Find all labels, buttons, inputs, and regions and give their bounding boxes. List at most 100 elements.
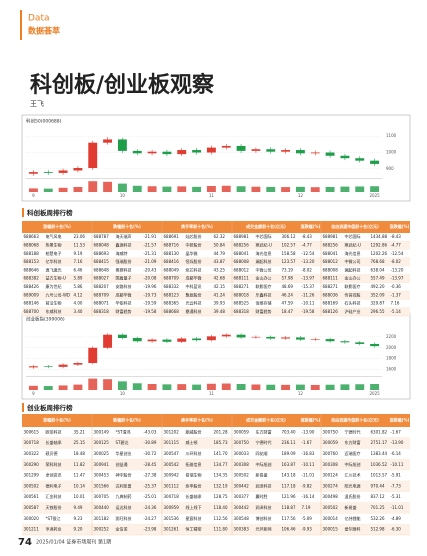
volume-bar	[88, 181, 98, 192]
table-header: 成交金额前十名(亿元)	[246, 417, 286, 423]
table-cell: 688126	[323, 309, 339, 314]
table-cell: 1202.26	[371, 251, 388, 256]
table-cell: 东方财富	[256, 428, 272, 434]
table-cell: 688716	[164, 242, 180, 247]
table-cell: 688071	[94, 301, 110, 306]
table-cell: 300705	[94, 494, 110, 499]
table-cell: -6.30	[391, 527, 402, 532]
table-cell: 300015	[323, 527, 339, 532]
table-cell: 1383.44	[371, 451, 388, 456]
table-cell: 43.25	[214, 267, 226, 272]
x-tick-label: 11	[209, 391, 215, 396]
table-cell: 卓创资讯	[46, 472, 62, 478]
volume-bar	[132, 185, 142, 192]
table-cell: 康为世纪	[46, 283, 62, 289]
table-cell: 300561	[24, 494, 40, 499]
table-cell: 689009	[24, 292, 40, 297]
table-cell: -13.20	[391, 267, 404, 272]
volume-bar	[370, 186, 380, 192]
table-cell: *ST清鸿	[116, 428, 131, 434]
table-cell: 557.49	[371, 276, 385, 281]
table-cell: 688256	[234, 242, 250, 247]
table-cell: 中研股份	[186, 241, 202, 247]
table-cell: 688041	[234, 251, 250, 256]
table-cell: 189.09	[282, 451, 296, 456]
table-cell: 300760	[323, 451, 339, 456]
table-cell: 688146	[24, 301, 40, 306]
table-cell: -8.43	[391, 234, 402, 239]
table-cell: -10.11	[391, 462, 404, 467]
volume-bar	[251, 186, 261, 192]
table-cell: 688981	[323, 234, 339, 239]
table-cell: 300750	[234, 440, 250, 445]
volume-bar	[73, 384, 83, 390]
volume-bar	[28, 385, 38, 390]
table-cell: 688981	[234, 234, 250, 239]
volume-bar	[177, 186, 187, 192]
volume-bar	[310, 384, 320, 390]
volume-bar	[28, 188, 38, 192]
candle-body	[88, 142, 98, 169]
table-cell: 川环科技	[186, 450, 202, 456]
y-tick-label: 2000	[386, 345, 397, 350]
candle-body	[28, 366, 38, 368]
candle-body	[310, 152, 320, 154]
table-cell: -4.77	[302, 242, 313, 247]
table-cell: 汇川技术	[345, 472, 361, 478]
table-cell: -30.72	[144, 451, 157, 456]
table-cell: 134.35	[214, 473, 228, 478]
table-cell: 688318	[94, 309, 110, 314]
table-cell: 成都华微	[186, 275, 202, 281]
table-cell: 九号公司-WD	[46, 291, 70, 297]
table-cell: 47.59	[282, 301, 294, 306]
table-cell: 成都华微	[116, 291, 132, 297]
table-cell: 新易盛	[256, 472, 268, 478]
candle-body	[103, 139, 113, 143]
table-cell: -15.37	[302, 284, 315, 289]
table-cell: 768.68	[371, 259, 385, 264]
table-row-bg	[22, 491, 410, 503]
table-cell: 301536	[164, 516, 180, 521]
table-cell: 117.18	[282, 483, 296, 488]
table-cell: 688525	[234, 301, 250, 306]
candle-body	[325, 339, 335, 342]
table-cell: 11.53	[74, 242, 86, 247]
table-cell: 柏楚电子	[46, 250, 62, 256]
volume-bar	[43, 386, 53, 390]
table-cell: 赢时胜	[256, 493, 268, 499]
table-cell: -1.67	[391, 429, 402, 434]
table-cell: 300014	[323, 516, 339, 521]
table-cell: 121.96	[282, 494, 296, 499]
volume-bar	[162, 186, 172, 192]
candle-body	[266, 336, 276, 339]
table-cell: 300547	[164, 451, 180, 456]
table-cell: 9.23	[74, 516, 83, 521]
table-cell: 300125	[94, 440, 110, 445]
table-cell: -19.58	[144, 309, 157, 314]
x-tick-label: 10	[120, 391, 126, 396]
table-cell: 688426	[24, 284, 40, 289]
table-cell: 301299	[24, 473, 40, 478]
table-cell: 金山办公	[256, 275, 272, 281]
table-cell: 荣科科技	[46, 461, 62, 467]
table-cell: 聚辰股份	[186, 291, 202, 297]
section-bar	[22, 208, 24, 217]
table-row-bg	[22, 241, 410, 250]
table-cell: 688663	[24, 234, 40, 239]
table-cell: -9.93	[302, 527, 313, 532]
table-cell: -7.73	[391, 483, 402, 488]
volume-bar	[236, 384, 246, 390]
table-cell: 300308	[234, 462, 250, 467]
table-cell: 688382	[24, 276, 40, 281]
issue-info: 2025/01/04 证券市场周刊 第1期	[36, 539, 111, 546]
candle-body	[192, 338, 202, 341]
table-row-bg	[22, 291, 410, 300]
table-cell: 688271	[323, 284, 339, 289]
table-cell: 118.40	[214, 505, 228, 510]
table-cell: 宁德时代	[256, 439, 272, 445]
table-cell: -5.09	[302, 516, 313, 521]
table-cell: 837.12	[371, 494, 385, 499]
table-cell: 23.06	[74, 234, 86, 239]
table-cell: 329.87	[371, 301, 385, 306]
volume-bar	[370, 384, 380, 390]
